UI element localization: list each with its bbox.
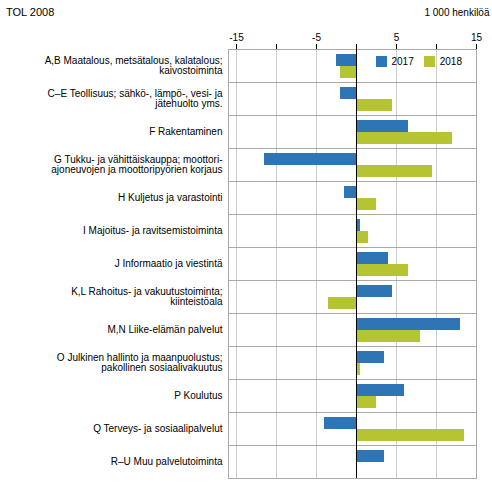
svg-text:F Rakentaminen: F Rakentaminen [149,126,222,137]
svg-text:M,N Liike-elämän palvelut: M,N Liike-elämän palvelut [107,324,222,335]
svg-text:K,L Rahoitus- ja vakuutustoimi: K,L Rahoitus- ja vakuutustoiminta;kiinte… [71,286,223,307]
svg-text:5: 5 [394,32,400,43]
svg-text:-5: -5 [312,32,321,43]
svg-text:Q Terveys- ja sosiaalipalvelut: Q Terveys- ja sosiaalipalvelut [93,423,223,434]
svg-text:G Tukku- ja vähittäiskauppa; m: G Tukku- ja vähittäiskauppa; moottori-aj… [51,154,222,175]
svg-text:C–E Teollisuus; sähkö-, lämpö-: C–E Teollisuus; sähkö-, lämpö-, vesi- ja… [48,88,223,109]
svg-text:R–U Muu palvelutoiminta: R–U Muu palvelutoiminta [111,456,223,467]
svg-text:O Julkinen hallinto ja maanpuo: O Julkinen hallinto ja maanpuolustus;pak… [57,352,223,373]
svg-text:H Kuljetus ja varastointi: H Kuljetus ja varastointi [118,192,223,203]
svg-text:15: 15 [471,32,483,43]
html-text:2018: 2018 [439,56,462,67]
html-text:2017: 2017 [391,56,414,67]
svg-text:I Majoitus- ja ravitsemistoimi: I Majoitus- ja ravitsemistoiminta [83,225,223,236]
svg-text:1 000 henkilöä: 1 000 henkilöä [424,7,489,18]
svg-text:A,B Maatalous, metsätalous, ka: A,B Maatalous, metsätalous, kalatalous;k… [45,55,223,76]
svg-text:-15: -15 [229,32,244,43]
html-text:TOL 2008: TOL 2008 [6,6,55,18]
svg-text:J Informaatio ja viestintä: J Informaatio ja viestintä [115,258,223,269]
svg-text:P Koulutus: P Koulutus [174,390,222,401]
